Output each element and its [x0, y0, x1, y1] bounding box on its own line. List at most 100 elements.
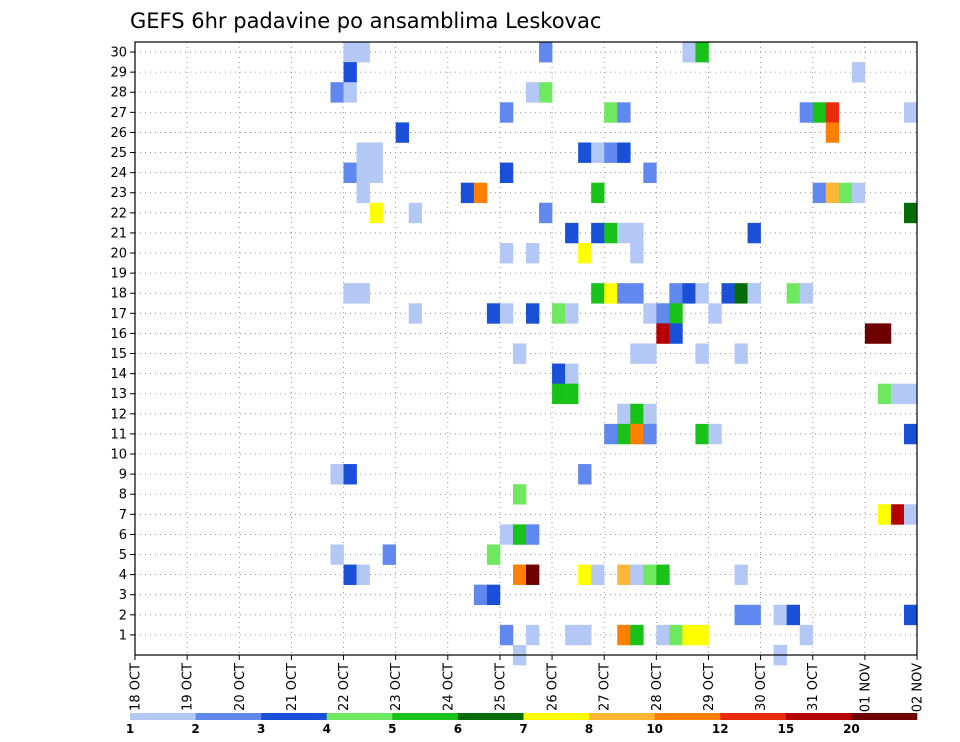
cell-38 [851, 182, 866, 204]
cell-141 [630, 624, 644, 646]
y-tick-label-9: 9 [119, 468, 127, 483]
cell-127 [656, 564, 670, 585]
legend-label-4: 4 [323, 722, 331, 736]
cell-27 [356, 162, 370, 183]
x-tick-label-10: 28 OCT [650, 663, 665, 711]
legend-label-3: 3 [257, 722, 265, 736]
cell-89 [565, 383, 579, 405]
y-tick-label-16: 16 [110, 327, 127, 342]
y-axis: 1234567891011121314151617181920212223242… [110, 46, 135, 643]
cell-61 [695, 283, 709, 304]
cell-18 [395, 122, 409, 143]
cell-90 [877, 383, 892, 405]
legend-swatch-7 [589, 713, 655, 720]
legend-label-8: 8 [585, 722, 593, 736]
x-tick-label-1: 19 OCT [181, 663, 196, 711]
cell-135 [903, 604, 918, 626]
cell-114 [526, 524, 540, 545]
x-tick-label-9: 27 OCT [598, 663, 613, 711]
y-tick-label-1: 1 [119, 628, 127, 643]
cell-17 [903, 102, 918, 123]
cell-44 [591, 222, 605, 244]
legend-label-5: 5 [388, 722, 396, 736]
y-tick-label-23: 23 [110, 186, 127, 201]
cell-58 [630, 283, 644, 304]
y-tick-label-8: 8 [119, 488, 127, 503]
legend-label-15: 15 [777, 722, 794, 736]
legend-swatch-4 [392, 713, 459, 720]
cell-83 [643, 343, 657, 364]
y-tick-label-12: 12 [110, 407, 127, 422]
chart-title: GEFS 6hr padavine po ansamblima Leskovac [130, 9, 601, 33]
cell-62 [721, 283, 735, 304]
cell-113 [512, 524, 527, 545]
cell-95 [643, 403, 657, 425]
cell-117 [486, 544, 501, 565]
cell-72 [565, 303, 579, 324]
cell-87 [565, 363, 579, 384]
y-tick-label-5: 5 [119, 548, 127, 563]
color-legend: 1 2 3 4 5 6 7 8 10 12 15 20 [126, 713, 918, 736]
y-tick-label-4: 4 [119, 568, 127, 583]
y-tick-label-27: 27 [110, 106, 127, 121]
legend-label-12: 12 [712, 722, 729, 736]
cell-101 [708, 423, 722, 445]
heatmap-cells [330, 42, 918, 666]
cell-122 [578, 564, 592, 585]
y-tick-label-29: 29 [110, 66, 127, 81]
cell-112 [499, 524, 514, 545]
legend-label-20: 20 [843, 722, 860, 736]
cell-110 [903, 504, 918, 525]
legend-label-10: 10 [646, 722, 663, 736]
y-tick-label-6: 6 [119, 528, 127, 543]
cell-125 [630, 564, 644, 585]
cell-10 [539, 82, 553, 103]
y-tick-label-19: 19 [110, 267, 127, 282]
cell-116 [382, 544, 396, 565]
cell-140 [617, 624, 631, 646]
cell-28 [369, 162, 383, 183]
cell-6 [851, 62, 866, 83]
x-tick-label-2: 20 OCT [233, 663, 248, 711]
cell-139 [578, 624, 592, 646]
legend-swatch-8 [654, 713, 721, 720]
cell-14 [799, 102, 814, 123]
cell-65 [786, 283, 800, 304]
y-tick-label-13: 13 [110, 387, 127, 402]
cell-50 [526, 242, 540, 264]
cell-77 [656, 323, 670, 344]
cell-144 [682, 624, 696, 646]
cell-104 [330, 464, 344, 485]
cell-33 [473, 182, 488, 204]
cell-8 [343, 82, 357, 103]
cell-85 [734, 343, 748, 364]
legend-swatch-5 [457, 713, 524, 720]
cell-76 [708, 303, 722, 324]
cell-94 [630, 403, 644, 425]
cell-134 [786, 604, 800, 626]
cell-42 [903, 202, 918, 224]
cell-63 [734, 283, 748, 304]
cell-74 [656, 303, 670, 324]
y-tick-label-17: 17 [110, 307, 127, 322]
cell-45 [604, 222, 618, 244]
cell-120 [512, 564, 527, 585]
y-tick-label-22: 22 [110, 206, 127, 221]
cell-32 [460, 182, 475, 204]
cell-136 [499, 624, 514, 646]
legend-label-1: 1 [126, 722, 134, 736]
cell-68 [486, 303, 501, 324]
cell-64 [747, 283, 761, 304]
legend-swatch-3 [326, 713, 393, 720]
cell-124 [617, 564, 631, 585]
cell-109 [890, 504, 905, 525]
x-tick-label-7: 25 OCT [493, 663, 508, 711]
y-tick-label-30: 30 [110, 46, 127, 61]
x-tick-label-4: 22 OCT [337, 663, 352, 711]
y-tick-label-25: 25 [110, 146, 127, 161]
cell-131 [734, 604, 748, 626]
cell-7 [330, 82, 344, 103]
cell-31 [356, 182, 370, 204]
cell-5 [343, 62, 357, 83]
y-tick-label-18: 18 [110, 287, 127, 302]
